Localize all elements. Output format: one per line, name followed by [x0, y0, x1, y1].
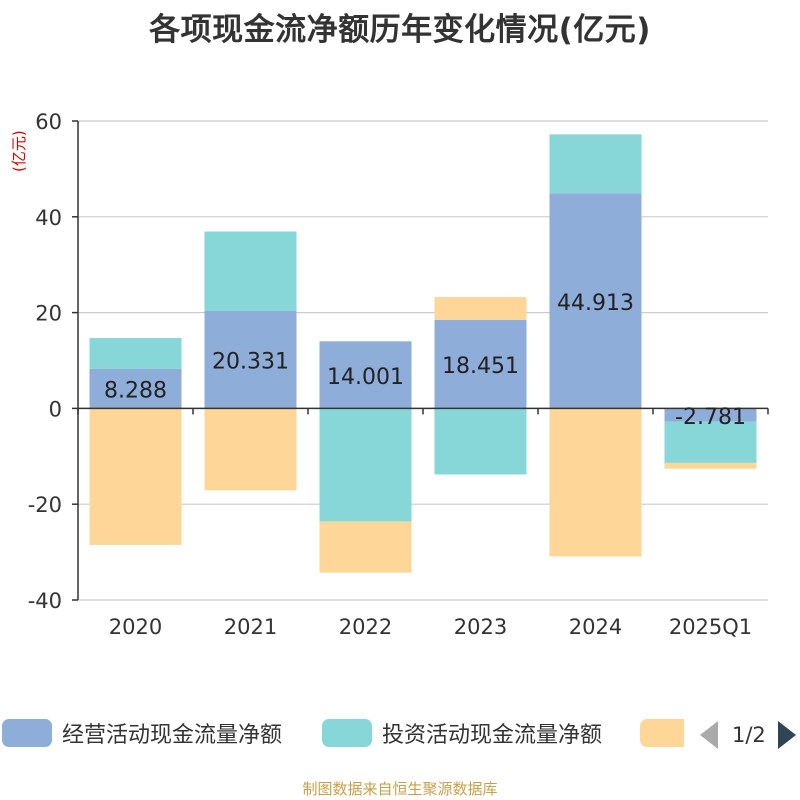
- legend-prev-page-icon[interactable]: [700, 721, 718, 749]
- y-tick-label: 40: [35, 206, 62, 230]
- bar-2020-series-2: [89, 408, 182, 545]
- y-tick-label: 0: [49, 397, 62, 421]
- legend-label-investing: 投资活动现金流量净额: [382, 723, 603, 748]
- axes: [72, 120, 769, 601]
- y-axis-tick-labels: 60 40 20 0 -20 -40: [28, 110, 62, 613]
- legend-pager: 1/2: [700, 720, 796, 750]
- bar-2022-series-2: [319, 521, 412, 573]
- bars: [89, 134, 757, 573]
- x-axis-tick-labels: 2020 2021 2022 2023 2024 2025Q1: [109, 615, 752, 639]
- data-label: 14.001: [327, 365, 404, 390]
- bar-2021-series-0: [204, 311, 297, 409]
- bar-2023-series-1: [434, 408, 527, 475]
- legend-label-operating: 经营活动现金流量净额: [62, 723, 283, 748]
- data-label: 20.331: [212, 350, 289, 375]
- x-tick-label: 2021: [224, 615, 277, 639]
- gridlines: [78, 120, 768, 601]
- bar-2021-series-2: [204, 408, 297, 491]
- legend-swatch-investing: [322, 719, 372, 747]
- bar-2025Q1-series-1: [664, 421, 757, 463]
- x-tick-label: 2023: [454, 615, 507, 639]
- data-labels: 8.288 20.331 14.001 18.451 44.913 -2.781: [104, 291, 746, 430]
- legend-item-investing[interactable]: 投资活动现金流量净额: [322, 718, 602, 748]
- data-label: 8.288: [104, 379, 167, 404]
- y-tick-label: 60: [35, 110, 62, 134]
- data-label: 18.451: [442, 354, 519, 379]
- x-tick-label: 2020: [109, 615, 162, 639]
- chart-title: 各项现金流净额历年变化情况(亿元): [149, 12, 651, 48]
- bar-2025Q1-series-0: [664, 408, 757, 422]
- bar-2022-series-1: [319, 408, 412, 522]
- bar-2021-series-1: [204, 231, 297, 312]
- data-label: 44.913: [557, 291, 634, 316]
- bar-2020-series-0: [89, 368, 182, 409]
- legend-page-indicator: 1/2: [732, 723, 766, 747]
- bar-2025Q1-series-2: [664, 462, 757, 469]
- y-tick-label: 20: [35, 302, 62, 326]
- x-tick-label: 2025Q1: [669, 615, 752, 639]
- x-tick-label: 2022: [339, 615, 392, 639]
- data-label: -2.781: [675, 405, 746, 430]
- legend-next-page-icon[interactable]: [777, 721, 796, 749]
- bar-2024-series-1: [549, 134, 642, 194]
- bar-2024-series-0: [549, 193, 642, 409]
- y-tick-label: -40: [28, 589, 62, 613]
- bar-2022-series-0: [319, 341, 412, 409]
- bar-2020-series-1: [89, 338, 182, 369]
- data-source-note: 制图数据来自恒生聚源数据库: [302, 780, 498, 798]
- bar-2023-series-0: [434, 320, 527, 409]
- x-tick-label: 2024: [569, 615, 622, 639]
- legend-item-financing[interactable]: [640, 718, 684, 748]
- legend: 经营活动现金流量净额 投资活动现金流量净额 1/2: [0, 712, 800, 756]
- chart-plot-area: 60 40 20 0 -20 -40 2020 2021 2022 2023 2024 2025Q1…: [28, 110, 769, 639]
- y-tick-label: -20: [28, 493, 62, 517]
- legend-item-operating[interactable]: 经营活动现金流量净额: [2, 718, 282, 748]
- bar-2024-series-2: [549, 408, 642, 557]
- legend-swatch-operating: [2, 719, 52, 747]
- bar-2023-series-2: [434, 297, 527, 321]
- legend-swatch-financing: [640, 719, 684, 747]
